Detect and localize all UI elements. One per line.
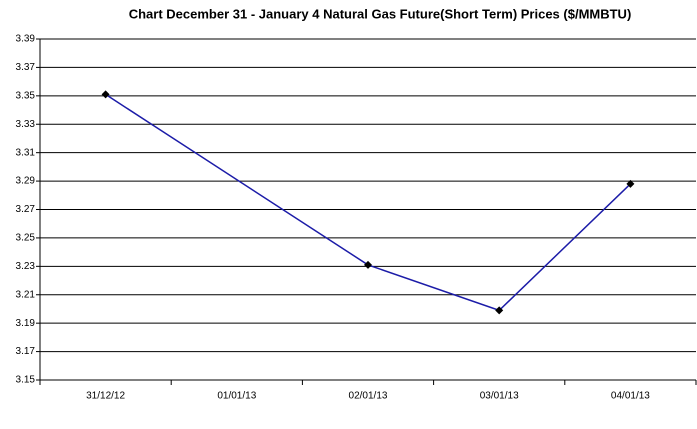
marker [495,306,504,315]
y-tick-label: 3.23 [16,261,36,272]
x-tick-label: 31/12/12 [86,391,125,402]
marker [364,260,372,269]
x-tick-label: 03/01/13 [480,391,519,402]
y-tick-label: 3.27 [16,204,36,215]
y-tick-label: 3.33 [16,119,36,130]
y-tick-label: 3.39 [16,34,36,45]
marker [626,179,635,188]
y-tick-label: 3.21 [16,289,36,300]
y-tick-label: 3.25 [16,233,36,244]
y-tick-label: 3.35 [16,90,36,101]
x-tick-label: 01/01/13 [217,391,256,402]
chart-title: Chart December 31 - January 4 Natural Ga… [129,6,632,21]
y-tick-label: 3.17 [16,346,36,357]
x-tick-label: 02/01/13 [349,391,388,402]
y-tick-label: 3.31 [16,147,36,158]
y-tick-label: 3.19 [16,318,36,329]
marker [101,90,110,99]
y-tick-label: 3.15 [16,375,36,386]
y-tick-label: 3.37 [16,62,36,73]
line [105,93,631,312]
y-tick-label: 3.29 [16,176,36,187]
x-tick-label: 04/01/13 [611,391,650,402]
